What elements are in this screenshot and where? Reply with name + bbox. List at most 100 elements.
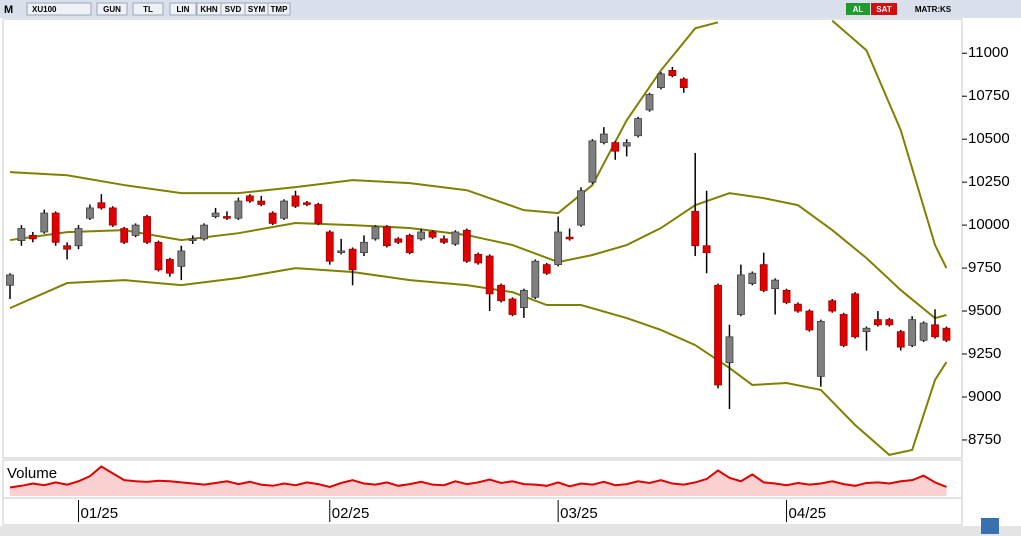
y-tick-label: 10250	[968, 173, 1010, 190]
y-tick-label: 9000	[968, 388, 1001, 405]
candle-body	[588, 140, 597, 183]
candle-body	[28, 235, 37, 240]
toolbar-button-label[interactable]: TMP	[271, 5, 289, 14]
candle-body	[622, 142, 631, 147]
refresh-button[interactable]	[981, 518, 999, 534]
candle-body	[382, 226, 391, 247]
toolbar-button[interactable]	[267, 2, 291, 16]
candle-body	[759, 264, 768, 291]
toolbar-button-label[interactable]: TL	[143, 5, 153, 14]
toolbar-button[interactable]	[96, 2, 128, 16]
toolbar-button-label[interactable]: KHN	[200, 5, 218, 14]
candle-body	[234, 200, 243, 219]
candle-body	[394, 238, 403, 243]
candle-body	[679, 78, 688, 89]
candle-body	[143, 216, 151, 243]
candle-body	[428, 231, 437, 238]
toolbar-button-label[interactable]: SVD	[225, 5, 242, 14]
candle-body	[531, 260, 540, 298]
candle-body	[223, 216, 231, 219]
toolbar-button-label[interactable]: LIN	[177, 5, 190, 14]
candle-body	[154, 241, 163, 271]
buy-label[interactable]: AL	[853, 5, 864, 14]
candle-body	[97, 202, 106, 209]
candle-body	[862, 327, 871, 333]
x-tick-label: 02/25	[332, 505, 370, 522]
bollinger-band	[9, 21, 719, 215]
candle-body	[291, 195, 300, 207]
y-tick-label: 8750	[968, 431, 1001, 448]
candle-body	[554, 231, 563, 266]
toolbar-button-label[interactable]: SYM	[248, 5, 266, 14]
candle-body	[931, 324, 939, 338]
candle-body	[268, 212, 277, 224]
candle-body	[474, 253, 483, 264]
candle-body	[280, 200, 288, 219]
y-tick-label: 10750	[968, 87, 1010, 104]
candle-body	[108, 207, 117, 226]
candle-body	[314, 204, 323, 224]
candle-body	[657, 73, 665, 89]
layout-button[interactable]: MATR:KS	[915, 5, 952, 14]
candle-body	[417, 231, 426, 240]
toolbar-button-label[interactable]: GUN	[103, 5, 121, 14]
candle-body	[440, 238, 448, 243]
candle-body	[177, 250, 186, 267]
y-tick-label: 10000	[968, 216, 1010, 233]
buy-button[interactable]	[846, 3, 870, 15]
volume-line	[9, 465, 947, 489]
candle-body	[485, 255, 494, 295]
bollinger-band	[831, 19, 948, 269]
candle-body	[782, 290, 791, 303]
menu-button[interactable]: M	[4, 4, 13, 16]
candle-body	[828, 300, 837, 312]
candle-body	[405, 235, 414, 254]
candle-body	[165, 259, 174, 274]
x-tick-label: 01/25	[81, 505, 119, 522]
candle-body	[520, 290, 528, 309]
candle-body	[188, 238, 197, 241]
scrollbar[interactable]	[0, 526, 1021, 536]
candle-body	[896, 331, 905, 348]
candle-body	[40, 212, 49, 233]
y-tick-label: 9500	[968, 302, 1001, 319]
candle-body	[771, 279, 780, 290]
toolbar-button[interactable]	[132, 2, 164, 16]
candle-body	[611, 142, 620, 152]
y-tick-label: 10500	[968, 130, 1010, 147]
volume-area	[10, 466, 947, 496]
candle-body	[565, 236, 574, 240]
toolbar-button[interactable]	[169, 2, 197, 16]
candle-body	[325, 231, 334, 262]
candle-body	[245, 195, 254, 202]
x-tick-label: 03/25	[560, 505, 598, 522]
candle-body	[908, 319, 917, 346]
candle-body	[348, 248, 357, 271]
candle-body	[371, 226, 380, 240]
candle-body	[51, 212, 60, 243]
candle-body	[200, 224, 209, 240]
candle-body	[257, 200, 266, 205]
candle-body	[6, 274, 14, 286]
symbol[interactable]: XU100	[32, 5, 57, 14]
x-tick-label: 04/25	[789, 505, 827, 522]
sell-label[interactable]: SAT	[876, 5, 892, 14]
candle-body	[919, 322, 928, 341]
candle-body	[303, 202, 311, 205]
candle-body	[691, 210, 700, 247]
candle-body	[851, 293, 859, 338]
candle-body	[805, 310, 814, 331]
y-tick-label: 9250	[968, 345, 1001, 362]
x-axis-panel	[2, 497, 963, 526]
sell-button[interactable]	[871, 3, 897, 15]
symbol-box[interactable]	[26, 2, 92, 16]
candle-body	[17, 228, 26, 241]
candle-body	[508, 298, 517, 315]
candle-body	[874, 319, 882, 326]
candle-body	[885, 319, 894, 326]
candle-body	[736, 274, 745, 315]
candle-body	[839, 314, 848, 346]
candle-body	[131, 224, 140, 236]
y-tick-label: 11000	[968, 44, 1009, 61]
